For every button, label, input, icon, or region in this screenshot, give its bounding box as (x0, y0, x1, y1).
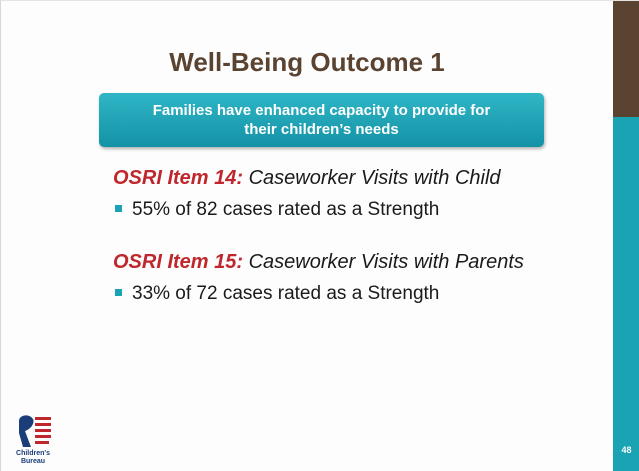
banner-text: Families have enhanced capacity to provi… (152, 102, 491, 138)
item-name: Caseworker Visits with Parents (248, 251, 524, 273)
item-label: OSRI Item 15: (113, 251, 244, 273)
item-name: Caseworker Visits with Child (248, 167, 501, 189)
logo-figure (19, 415, 34, 447)
side-bar-top (613, 1, 639, 117)
banner: Families have enhanced capacity to provi… (99, 93, 544, 147)
page-number: 48 (621, 445, 632, 455)
bullet: 55% of 82 cases rated as a Strength (113, 199, 439, 221)
logo-stripe (35, 429, 51, 432)
logo-icon (19, 415, 51, 447)
bullet: 33% of 72 cases rated as a Strength (113, 283, 439, 305)
logo-text: Children's (16, 450, 50, 457)
slide-title: Well-Being Outcome 1 (169, 47, 445, 77)
logo-stripe (35, 423, 51, 426)
logo-text: Bureau (20, 458, 46, 465)
logo-stripe (35, 441, 49, 444)
logo-stripe (35, 417, 51, 420)
item-heading: OSRI Item 14: Caseworker Visits with Chi… (113, 167, 501, 190)
logo-stripe (35, 435, 51, 438)
item-label: OSRI Item 14: (113, 167, 244, 189)
side-bar-bottom (613, 117, 639, 471)
item-heading: OSRI Item 15: Caseworker Visits with Par… (113, 251, 524, 274)
